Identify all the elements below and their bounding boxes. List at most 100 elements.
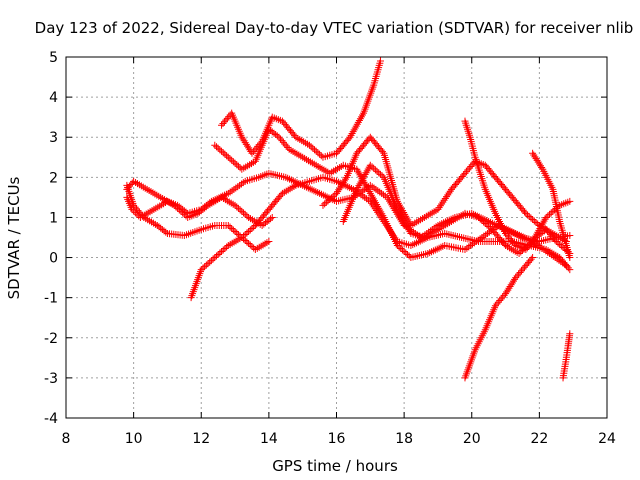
data-point xyxy=(199,264,207,272)
y-tick-label: -1 xyxy=(44,291,58,307)
data-point xyxy=(252,144,260,152)
data-point xyxy=(515,270,523,278)
y-tick-label: -4 xyxy=(44,411,58,427)
data-point xyxy=(519,265,527,273)
data-point xyxy=(162,228,170,236)
data-point xyxy=(548,232,556,240)
data-point xyxy=(566,231,574,239)
data-point xyxy=(494,298,502,306)
data-point xyxy=(175,206,183,214)
data-point xyxy=(529,254,537,262)
data-point xyxy=(281,140,289,148)
data-point xyxy=(212,143,220,151)
data-point xyxy=(268,213,276,221)
data-point xyxy=(404,251,412,259)
data-point xyxy=(242,140,250,148)
data-point xyxy=(566,197,574,205)
data-point xyxy=(231,201,239,209)
data-point xyxy=(465,164,473,172)
data-point xyxy=(322,198,330,206)
data-point xyxy=(527,255,535,263)
data-point xyxy=(535,160,543,168)
data-point xyxy=(317,152,325,160)
data-point xyxy=(566,254,574,262)
data-point xyxy=(206,258,214,266)
data-point xyxy=(549,207,557,215)
data-point xyxy=(248,149,256,157)
data-point xyxy=(276,135,284,143)
x-tick-label: 18 xyxy=(395,431,413,447)
data-point xyxy=(467,162,475,170)
data-point xyxy=(538,164,546,172)
data-point xyxy=(376,57,384,65)
data-point xyxy=(493,300,501,308)
data-point xyxy=(542,225,550,233)
data-point xyxy=(531,153,539,161)
data-point xyxy=(468,161,476,169)
data-point xyxy=(518,267,526,275)
data-point xyxy=(525,212,533,220)
data-point xyxy=(233,161,241,169)
data-point xyxy=(342,175,350,183)
data-point xyxy=(246,226,254,234)
data-point xyxy=(522,209,530,217)
data-point xyxy=(207,257,215,265)
data-point xyxy=(305,141,313,149)
data-point xyxy=(366,161,374,169)
data-point xyxy=(531,235,539,243)
data-point xyxy=(512,274,520,282)
data-point xyxy=(228,224,236,232)
data-point xyxy=(522,246,530,254)
data-point xyxy=(371,166,379,174)
data-point xyxy=(435,204,443,212)
data-point xyxy=(542,213,550,221)
data-point xyxy=(397,245,405,253)
data-point xyxy=(500,291,508,299)
data-points xyxy=(123,57,574,382)
chart-title: Day 123 of 2022, Sidereal Day-to-day VTE… xyxy=(35,19,634,37)
data-point xyxy=(245,144,253,152)
series-track-12 xyxy=(559,330,574,382)
data-point xyxy=(529,215,537,223)
data-point xyxy=(340,177,348,185)
data-point xyxy=(327,194,335,202)
data-point xyxy=(525,242,533,250)
data-point xyxy=(376,170,384,178)
data-point xyxy=(438,200,446,208)
y-tick-label: 0 xyxy=(49,251,58,267)
data-point xyxy=(240,209,248,217)
data-point xyxy=(241,230,249,238)
data-point xyxy=(336,184,344,192)
data-point xyxy=(334,188,342,196)
data-point xyxy=(546,210,554,218)
data-point xyxy=(529,149,537,157)
data-point xyxy=(174,204,182,212)
data-point xyxy=(337,182,345,190)
data-point xyxy=(240,232,248,240)
data-point xyxy=(133,205,141,213)
data-point xyxy=(480,218,488,226)
data-point xyxy=(476,215,484,223)
data-point xyxy=(202,261,210,269)
data-point xyxy=(439,198,447,206)
data-point xyxy=(545,229,553,237)
data-point xyxy=(475,213,483,221)
data-point xyxy=(236,206,244,214)
data-point xyxy=(219,119,227,127)
y-tick-label: 4 xyxy=(49,90,58,106)
data-point xyxy=(486,224,494,232)
data-point xyxy=(441,194,449,202)
data-point xyxy=(223,152,231,160)
data-point xyxy=(444,191,452,199)
data-point xyxy=(464,166,472,174)
data-point xyxy=(504,233,512,241)
data-point xyxy=(243,212,251,220)
y-tick-label: 2 xyxy=(49,170,58,186)
data-point xyxy=(233,229,241,237)
data-point xyxy=(445,189,453,197)
data-point xyxy=(478,216,486,224)
series-track-8 xyxy=(339,161,574,258)
x-tick-label: 22 xyxy=(530,431,548,447)
data-point xyxy=(507,236,515,244)
data-point xyxy=(241,237,249,245)
